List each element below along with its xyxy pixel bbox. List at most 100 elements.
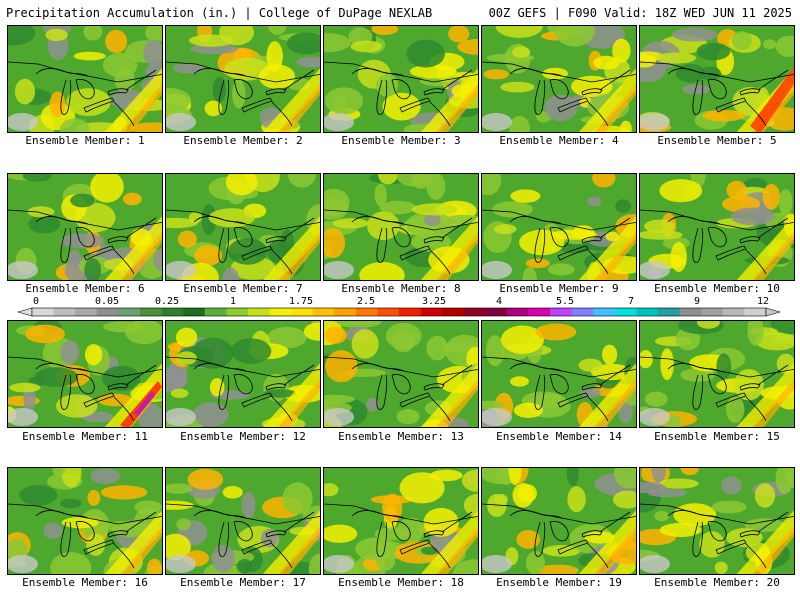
legend-swatch (75, 308, 98, 316)
precip-map (482, 174, 636, 280)
legend-swatch (701, 308, 724, 316)
member-label-9: Ensemble Member: 9 (499, 282, 619, 295)
member-label-6: Ensemble Member: 6 (25, 282, 145, 295)
member-map-2 (165, 25, 321, 133)
member-label-2: Ensemble Member: 2 (183, 134, 303, 147)
precip-map (482, 468, 636, 574)
legend-swatch (96, 308, 119, 316)
member-map-4 (481, 25, 637, 133)
legend-swatch (485, 308, 508, 316)
precip-map (324, 174, 478, 280)
member-map-13 (323, 320, 479, 428)
member-label-8: Ensemble Member: 8 (341, 282, 461, 295)
member-label-20: Ensemble Member: 20 (654, 576, 780, 589)
color-legend-bar (16, 307, 782, 317)
member-map-3 (323, 25, 479, 133)
member-label-13: Ensemble Member: 13 (338, 430, 464, 443)
member-label-7: Ensemble Member: 7 (183, 282, 303, 295)
header: Precipitation Accumulation (in.) | Colle… (0, 0, 800, 22)
member-label-16: Ensemble Member: 16 (22, 576, 148, 589)
member-label-14: Ensemble Member: 14 (496, 430, 622, 443)
member-label-4: Ensemble Member: 4 (499, 134, 619, 147)
precip-map (482, 321, 636, 427)
member-label-10: Ensemble Member: 10 (654, 282, 780, 295)
precip-map (166, 468, 320, 574)
precip-map (482, 26, 636, 132)
member-map-20 (639, 467, 795, 575)
legend-tick-label: 5.5 (555, 296, 575, 307)
precip-map (8, 468, 162, 574)
legend-swatch (247, 308, 270, 316)
member-map-19 (481, 467, 637, 575)
legend-swatch (312, 308, 335, 316)
member-label-12: Ensemble Member: 12 (180, 430, 306, 443)
member-map-14 (481, 320, 637, 428)
legend-tick-label: 2.5 (356, 296, 376, 307)
legend-tick-label: 0.05 (94, 296, 120, 307)
legend-swatch (377, 308, 400, 316)
precip-map (640, 468, 794, 574)
legend-tick-label: 4 (495, 296, 503, 307)
precip-map (640, 26, 794, 132)
member-map-10 (639, 173, 795, 281)
member-map-1 (7, 25, 163, 133)
member-map-15 (639, 320, 795, 428)
legend-swatch (636, 308, 659, 316)
legend-swatch (550, 308, 573, 316)
legend-swatch (226, 308, 249, 316)
legend-swatch (183, 308, 206, 316)
precip-map (640, 321, 794, 427)
legend-arrow-left (16, 307, 33, 317)
legend-swatch (506, 308, 529, 316)
member-map-12 (165, 320, 321, 428)
legend-swatch (420, 308, 443, 316)
legend-tick-label: 3.25 (421, 296, 447, 307)
precip-map (8, 321, 162, 427)
member-label-17: Ensemble Member: 17 (180, 576, 306, 589)
member-map-9 (481, 173, 637, 281)
member-label-5: Ensemble Member: 5 (657, 134, 777, 147)
member-map-8 (323, 173, 479, 281)
legend-swatch (658, 308, 680, 316)
legend-swatch (118, 308, 141, 316)
map-title: Precipitation Accumulation (in.) | Colle… (6, 6, 433, 20)
precip-map (166, 26, 320, 132)
legend-swatch (161, 308, 184, 316)
legend-tick-label: 9 (693, 296, 701, 307)
legend-tick-label: 0 (32, 296, 40, 307)
member-label-19: Ensemble Member: 19 (496, 576, 622, 589)
member-map-5 (639, 25, 795, 133)
legend-swatch (269, 308, 292, 316)
legend-swatch (679, 308, 702, 316)
legend-swatch (614, 308, 637, 316)
legend-swatch (722, 308, 745, 316)
member-map-11 (7, 320, 163, 428)
member-map-17 (165, 467, 321, 575)
precip-map (640, 174, 794, 280)
member-label-3: Ensemble Member: 3 (341, 134, 461, 147)
legend-arrow-right (765, 307, 782, 317)
member-label-18: Ensemble Member: 18 (338, 576, 464, 589)
legend-swatch (528, 308, 551, 316)
legend-tick-label: 1 (229, 296, 237, 307)
member-label-11: Ensemble Member: 11 (22, 430, 148, 443)
legend-swatch (291, 308, 313, 316)
legend-swatch (744, 308, 767, 316)
legend-swatch (53, 308, 76, 316)
legend-tick-label: 1.75 (288, 296, 314, 307)
legend-swatch (139, 308, 162, 316)
legend-swatch (442, 308, 465, 316)
legend-swatch (355, 308, 378, 316)
legend-swatch (204, 308, 227, 316)
legend-tick-label: 7 (627, 296, 635, 307)
legend-swatch (593, 308, 616, 316)
model-run-info: 00Z GEFS | F090 Valid: 18Z WED JUN 11 20… (488, 6, 792, 20)
legend-tick-label: 0.25 (154, 296, 180, 307)
legend-swatch (32, 308, 54, 316)
member-label-1: Ensemble Member: 1 (25, 134, 145, 147)
precip-map (166, 174, 320, 280)
member-map-7 (165, 173, 321, 281)
member-map-16 (7, 467, 163, 575)
legend-swatch (571, 308, 594, 316)
